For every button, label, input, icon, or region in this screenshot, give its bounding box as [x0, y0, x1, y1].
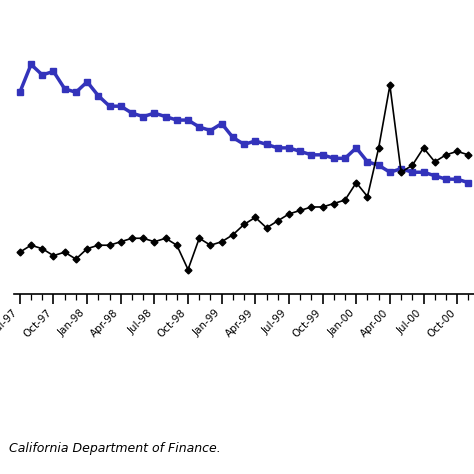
- New Bus Incorp: [354, 180, 359, 185]
- UI Initial Claims: [253, 138, 258, 144]
- UI Initial Claims: [320, 152, 326, 158]
- UI Initial Claims: [95, 93, 101, 99]
- UI Initial Claims: [208, 128, 213, 133]
- New Bus Incorp: [455, 148, 460, 154]
- New Bus Incorp: [465, 152, 471, 158]
- New Bus Incorp: [320, 204, 326, 210]
- UI Initial Claims: [421, 169, 427, 175]
- UI Initial Claims: [196, 124, 202, 130]
- New Bus Incorp: [84, 246, 90, 252]
- New Bus Incorp: [410, 163, 415, 168]
- UI Initial Claims: [297, 148, 303, 154]
- UI Initial Claims: [39, 72, 45, 78]
- UI Initial Claims: [354, 145, 359, 151]
- New Bus Incorp: [73, 256, 79, 262]
- New Bus Incorp: [421, 145, 427, 151]
- New Bus Incorp: [219, 239, 225, 245]
- UI Initial Claims: [241, 142, 247, 147]
- UI Initial Claims: [174, 117, 180, 123]
- UI Initial Claims: [140, 114, 146, 119]
- UI Initial Claims: [118, 103, 124, 109]
- Line: UI Initial Claims: UI Initial Claims: [17, 61, 472, 186]
- UI Initial Claims: [342, 155, 348, 161]
- UI Initial Claims: [219, 121, 225, 127]
- UI Initial Claims: [309, 152, 314, 158]
- New Bus Incorp: [432, 159, 438, 164]
- UI Initial Claims: [129, 110, 135, 116]
- New Bus Incorp: [398, 169, 404, 175]
- UI Initial Claims: [443, 176, 449, 182]
- New Bus Incorp: [95, 242, 101, 248]
- New Bus Incorp: [174, 242, 180, 248]
- Line: New Bus Incorp: New Bus Incorp: [18, 83, 471, 272]
- Text: California Department of Finance.: California Department of Finance.: [9, 442, 221, 455]
- UI Initial Claims: [455, 176, 460, 182]
- New Bus Incorp: [129, 236, 135, 241]
- UI Initial Claims: [84, 79, 90, 85]
- UI Initial Claims: [230, 135, 236, 140]
- New Bus Incorp: [163, 236, 168, 241]
- UI Initial Claims: [465, 180, 471, 185]
- UI Initial Claims: [387, 169, 393, 175]
- New Bus Incorp: [253, 215, 258, 220]
- New Bus Incorp: [286, 211, 292, 217]
- UI Initial Claims: [275, 145, 281, 151]
- New Bus Incorp: [39, 246, 45, 252]
- UI Initial Claims: [17, 90, 23, 95]
- New Bus Incorp: [107, 242, 112, 248]
- New Bus Incorp: [331, 201, 337, 206]
- UI Initial Claims: [376, 163, 382, 168]
- UI Initial Claims: [331, 155, 337, 161]
- UI Initial Claims: [286, 145, 292, 151]
- New Bus Incorp: [443, 152, 449, 158]
- UI Initial Claims: [410, 169, 415, 175]
- UI Initial Claims: [365, 159, 370, 164]
- New Bus Incorp: [264, 225, 269, 231]
- UI Initial Claims: [51, 69, 56, 74]
- UI Initial Claims: [28, 62, 34, 67]
- New Bus Incorp: [376, 145, 382, 151]
- New Bus Incorp: [208, 242, 213, 248]
- New Bus Incorp: [140, 236, 146, 241]
- New Bus Incorp: [17, 249, 23, 255]
- UI Initial Claims: [163, 114, 168, 119]
- UI Initial Claims: [398, 166, 404, 172]
- New Bus Incorp: [275, 218, 281, 224]
- New Bus Incorp: [28, 242, 34, 248]
- UI Initial Claims: [264, 142, 269, 147]
- New Bus Incorp: [51, 253, 56, 258]
- New Bus Incorp: [230, 232, 236, 237]
- New Bus Incorp: [62, 249, 67, 255]
- New Bus Incorp: [309, 204, 314, 210]
- New Bus Incorp: [118, 239, 124, 245]
- New Bus Incorp: [152, 239, 157, 245]
- New Bus Incorp: [342, 197, 348, 203]
- New Bus Incorp: [365, 194, 370, 200]
- UI Initial Claims: [62, 86, 67, 91]
- New Bus Incorp: [387, 82, 393, 88]
- UI Initial Claims: [432, 173, 438, 179]
- New Bus Incorp: [196, 236, 202, 241]
- UI Initial Claims: [185, 117, 191, 123]
- New Bus Incorp: [241, 221, 247, 227]
- New Bus Incorp: [297, 208, 303, 213]
- UI Initial Claims: [73, 90, 79, 95]
- UI Initial Claims: [152, 110, 157, 116]
- UI Initial Claims: [107, 103, 112, 109]
- New Bus Incorp: [185, 267, 191, 273]
